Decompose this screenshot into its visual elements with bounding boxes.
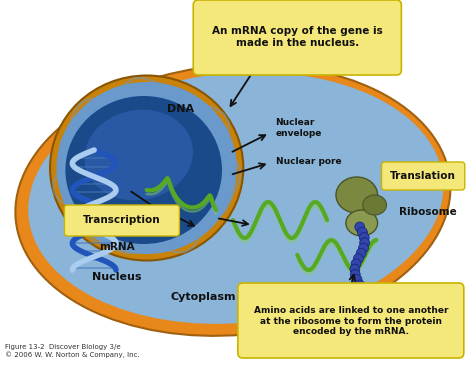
Text: Nuclear
envelope: Nuclear envelope	[275, 118, 322, 138]
Text: mRNA: mRNA	[99, 242, 135, 252]
Text: Amino acids are linked to one another
at the ribosome to form the protein
encode: Amino acids are linked to one another at…	[254, 306, 448, 336]
Ellipse shape	[336, 177, 378, 213]
Ellipse shape	[28, 72, 444, 324]
Text: Nuclear pore: Nuclear pore	[275, 158, 341, 166]
Circle shape	[358, 243, 368, 253]
FancyBboxPatch shape	[238, 283, 464, 358]
Circle shape	[354, 254, 363, 264]
Text: DNA: DNA	[167, 104, 194, 114]
Text: An mRNA copy of the gene is
made in the nucleus.: An mRNA copy of the gene is made in the …	[212, 26, 383, 48]
Ellipse shape	[50, 76, 243, 261]
Circle shape	[350, 269, 360, 280]
Ellipse shape	[346, 210, 378, 236]
Text: Translation: Translation	[390, 171, 456, 181]
Circle shape	[359, 233, 369, 243]
Text: Nucleus: Nucleus	[92, 272, 142, 282]
Text: Cytoplasm: Cytoplasm	[171, 292, 236, 302]
Ellipse shape	[65, 96, 222, 244]
FancyBboxPatch shape	[64, 205, 179, 236]
Circle shape	[356, 248, 366, 258]
FancyBboxPatch shape	[382, 162, 465, 190]
Circle shape	[355, 280, 365, 290]
Ellipse shape	[56, 82, 237, 254]
Circle shape	[360, 238, 370, 248]
Circle shape	[357, 227, 367, 237]
Ellipse shape	[15, 64, 450, 336]
Circle shape	[351, 259, 361, 269]
FancyBboxPatch shape	[193, 0, 401, 75]
Circle shape	[352, 275, 362, 285]
Circle shape	[350, 264, 360, 274]
Text: Ribosome: Ribosome	[400, 207, 457, 217]
Text: Transcription: Transcription	[83, 215, 161, 225]
Ellipse shape	[363, 195, 386, 215]
Ellipse shape	[84, 110, 193, 200]
Circle shape	[355, 222, 365, 232]
Text: Figure 13-2  Discover Biology 3/e
© 2006 W. W. Norton & Company, Inc.: Figure 13-2 Discover Biology 3/e © 2006 …	[5, 344, 140, 358]
